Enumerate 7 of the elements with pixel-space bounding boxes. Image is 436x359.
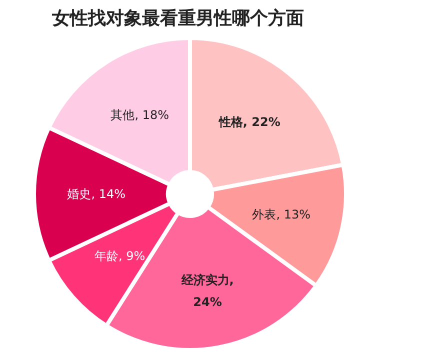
slice-label: 其他, 18% — [110, 108, 170, 122]
chart-title: 女性找对象最看重男性哪个方面 — [51, 8, 304, 29]
slice-label: 年龄, 9% — [94, 248, 146, 263]
slice-label: 外表, 13% — [252, 207, 310, 222]
slice-label: 婚史, 14% — [67, 187, 126, 201]
slice-label: 经济实力, 24% — [180, 272, 234, 309]
slice-label: 性格, 22% — [218, 114, 280, 129]
